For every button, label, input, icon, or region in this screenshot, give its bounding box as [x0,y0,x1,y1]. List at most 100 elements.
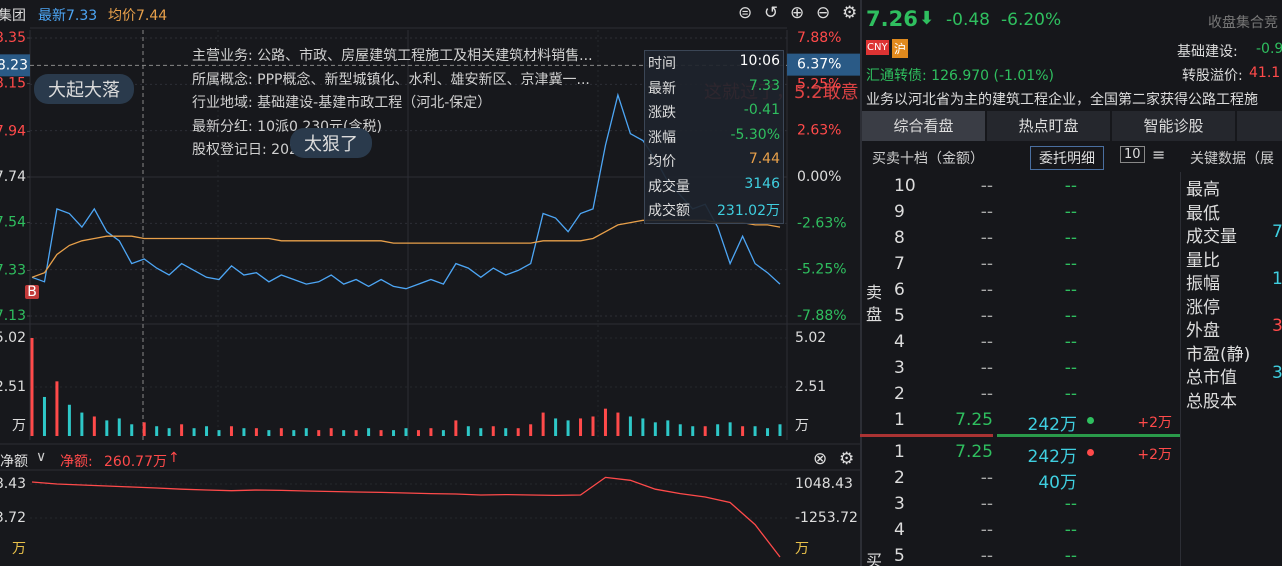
unit-label: 万 [795,418,809,434]
tooltip [644,50,784,224]
toolbar-icon[interactable]: ⊕ [790,3,805,23]
level: 5 [894,546,905,566]
y-tick-label: -1253.72 [795,510,858,526]
volume-bar [479,428,483,436]
y-tick-label: 7.94 [0,123,26,139]
y2-tick-label: -7.88% [797,308,847,324]
buy-marker-label: B [27,284,37,300]
volume-bar [142,422,146,436]
flow-icon[interactable]: ⊗ [813,449,828,469]
menu[interactable]: ≡ [1152,145,1166,164]
key-value: 3 [1272,363,1282,383]
volume-bar [516,428,520,436]
volume-bar [354,430,358,436]
net-label: 净额: [60,454,93,470]
volume-bar [205,426,209,436]
detail-btn[interactable]: 委托明细 [1030,146,1104,170]
depth-btn[interactable]: 10 [1120,146,1145,163]
amount: -- [1064,202,1077,222]
crosshair-y: 8.23 [0,57,28,73]
stock-name: 集团 [0,8,26,24]
dropdown[interactable]: ∨ [36,449,47,465]
tab[interactable]: 综合看盘 [862,111,985,141]
key-label: 最高 [1186,180,1220,200]
volume-bar [267,430,271,436]
y-tick-label: 2.51 [795,379,826,395]
y-tick-label: 8.15 [0,76,26,92]
danmaku: 太狠了 [290,128,372,158]
volume-bar [105,420,109,436]
toolbar-icon[interactable]: ⊜ [738,3,753,23]
level: 4 [894,332,905,352]
y-tick-label: 1048.43 [795,476,853,492]
key-label: 成交量 [1186,227,1237,247]
volume-bar [541,412,545,436]
tooltip-label: 涨幅 [648,129,676,146]
quote-status: 收盘集合竞 [1208,15,1278,31]
price: 7.25 [955,410,993,430]
toolbar-icon[interactable]: ⚙ [842,3,858,23]
level: 5 [894,306,905,326]
unit-label: 万 [12,418,26,434]
volume-bar [703,426,707,436]
key-label: 总市值 [1186,368,1237,388]
key-value: 3 [1272,316,1282,336]
amount: -- [1064,228,1077,248]
avg: 均价7.44 [108,8,168,24]
crosshair-box [787,53,860,76]
amount: -- [1064,332,1077,352]
panel-bg [860,0,1282,566]
flow-icon[interactable]: ⚙ [839,449,855,469]
info-line: 行业地域: 基础建设-基建市政工程（河北-保定） [192,95,492,111]
key-label: 外盘 [1186,321,1220,341]
y2-tick-label: 0.00% [797,169,841,185]
price: -- [980,494,993,514]
level: 10 [894,176,916,196]
volume-bar [92,416,96,436]
volume-bar [254,428,258,436]
level: 3 [894,494,905,514]
price: -- [980,332,993,352]
volume-bar [117,418,121,436]
volume-bar [566,420,570,436]
volume-bar [753,426,757,436]
buy-label: 买 [866,551,883,566]
info-line: 所属概念: PPP概念、新型城镇化、水利、雄安新区、京津冀一... [192,71,590,88]
price: -- [980,520,993,540]
quote-change: -0.48 [946,10,990,30]
tab[interactable]: 智能诊股 [1112,111,1235,141]
volume-bar [691,426,695,436]
toolbar-icon[interactable]: ↺ [764,3,779,23]
volume-bar [342,430,346,436]
volume-bar [292,430,296,436]
amount: -- [1064,280,1077,300]
tooltip-label: 涨跌 [648,105,676,121]
volume-bar [80,412,84,436]
level: 6 [894,280,905,300]
change: +2万 [1137,447,1172,463]
volume-bar [42,396,46,436]
level: 2 [894,384,905,404]
volume-bar [491,426,495,436]
level: 2 [894,468,905,488]
volume-bar [304,428,308,436]
volume-bar [466,426,470,436]
net-arrow: ↑ [168,450,180,466]
key-title: 关键数据（展 [1190,151,1274,167]
y-tick-label: -1253.72 [0,510,26,526]
tooltip-value: 231.02万 [717,203,780,219]
volume-bar [229,426,233,436]
toolbar-icon[interactable]: ⊖ [816,3,831,23]
unit-label: 万 [795,541,809,557]
quote-price: 7.26 [866,7,918,31]
price: -- [980,306,993,326]
tab[interactable]: 热点盯盘 [987,111,1110,141]
level: 8 [894,228,905,248]
y2-tick-label: -5.25% [797,262,847,278]
y-tick-label: 1048.43 [0,476,26,492]
danmaku: 大起大落 [34,74,134,104]
buy-marker [25,285,39,299]
tab[interactable]: 新 [1237,111,1282,141]
tooltip-label: 最新 [648,80,676,97]
